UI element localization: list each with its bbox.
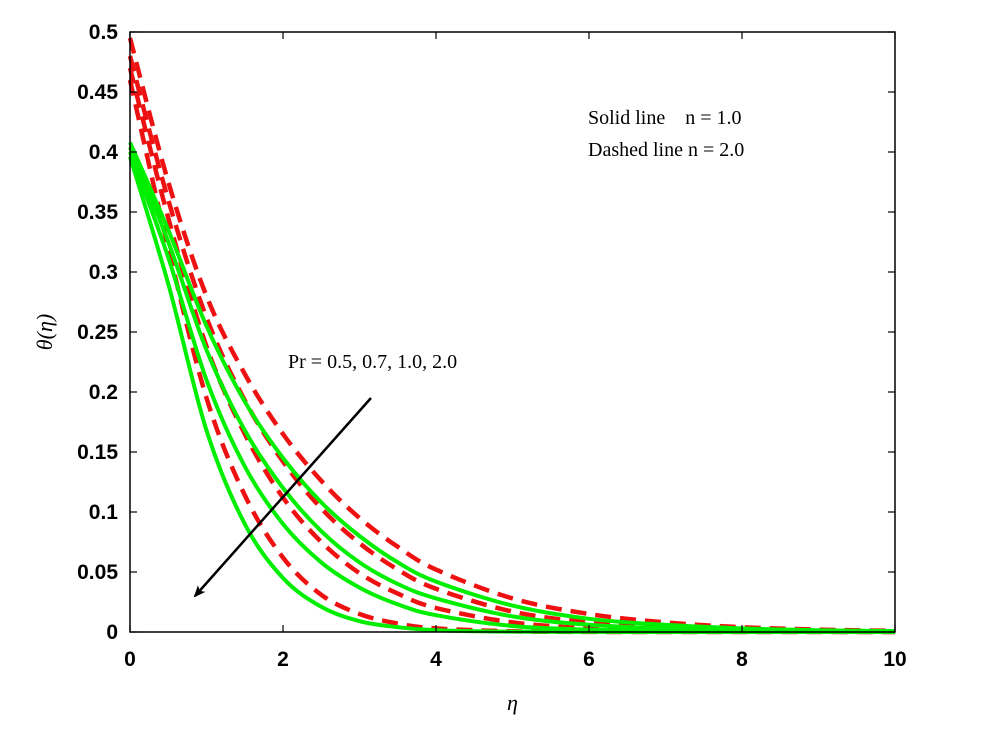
curve-layer: [127, 37, 896, 635]
legend-dashed-line: Dashed line n = 2.0: [588, 139, 744, 161]
dashed-curve-6: [127, 67, 896, 635]
x-axis-label: η: [507, 690, 518, 715]
tick-label-layer: 0 2 4 6 8 10 0 0.05 0.1 0.15 0.2 0.25 0.3 0.35 0.4 0.45…: [77, 21, 907, 671]
solid-curve-1: [128, 146, 896, 634]
y-tick-label: 0: [106, 621, 118, 644]
y-axis-label: θ(η): [32, 314, 57, 350]
y-tick-label: 0.3: [89, 261, 118, 284]
y-tick-label: 0.05: [77, 561, 118, 584]
x-tick-label: 0: [124, 648, 136, 671]
dashed-curve-7: [127, 79, 895, 635]
solid-curve-2: [128, 151, 896, 634]
x-tick-label: 2: [277, 648, 289, 671]
y-tick-label: 0.15: [77, 441, 118, 464]
y-tick-label: 0.4: [89, 141, 119, 164]
y-tick-label: 0.2: [89, 381, 118, 404]
plot-frame: [129, 31, 896, 633]
solid-curve-0: [128, 141, 896, 633]
pr-increase-arrow: [193, 397, 372, 598]
tick-layer: [129, 31, 896, 633]
pr-annotation: Pr = 0.5, 0.7, 1.0, 2.0: [288, 351, 457, 373]
y-tick-label: 0.1: [89, 501, 119, 524]
y-tick-label: 0.5: [89, 21, 119, 44]
legend-solid-line: Solid line n = 1.0: [588, 107, 742, 129]
dashed-curve-4: [127, 37, 896, 634]
y-tick-label: 0.25: [77, 321, 118, 344]
x-tick-label: 8: [736, 648, 748, 671]
dashed-curve-5: [127, 55, 896, 634]
x-tick-label: 4: [430, 648, 442, 671]
x-tick-label: 6: [583, 648, 595, 671]
y-tick-label: 0.45: [77, 81, 118, 104]
y-tick-label: 0.35: [77, 201, 118, 224]
solid-curve-3: [128, 156, 895, 635]
x-tick-label: 10: [883, 648, 906, 671]
